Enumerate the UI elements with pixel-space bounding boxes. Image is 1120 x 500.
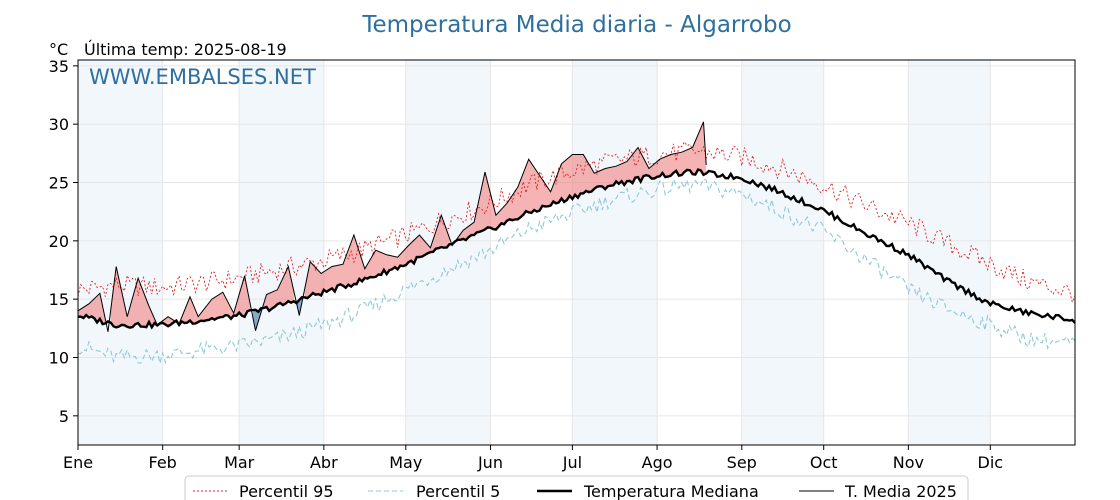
warm-anomaly-area	[457, 121, 707, 241]
x-tick-label: Oct	[810, 453, 838, 472]
last-temp-label: Última temp: 2025-08-19	[84, 40, 287, 59]
watermark: WWW.EMBALSES.NET	[89, 65, 316, 89]
legend-label-temperatura-mediana: Temperatura Mediana	[583, 482, 759, 500]
y-tick-label: 20	[49, 232, 69, 251]
y-tick-label: 10	[49, 349, 69, 368]
warm-anomaly-area	[263, 266, 294, 311]
x-axis-ticks: Ene Feb Mar Abr May Jun Jul Ago Sep Oct Nov Dic	[63, 445, 1003, 472]
y-tick-label: 25	[49, 174, 69, 193]
month-bands	[78, 60, 991, 445]
series-line-temperatura-mediana	[77, 168, 1076, 330]
legend-label-percentil-5: Percentil 5	[416, 482, 500, 500]
x-tick-label: Ago	[642, 453, 673, 472]
series-line-t-media-2025	[77, 121, 707, 332]
month-band-jul	[572, 60, 658, 445]
legend-label-t-media-2025: T. Media 2025	[844, 482, 957, 500]
warm-anomaly-area	[179, 275, 251, 325]
unit-label: °C	[49, 40, 68, 59]
month-band-mar	[239, 60, 324, 445]
y-tick-label: 5	[59, 407, 69, 426]
x-tick-label: Dic	[978, 453, 1004, 472]
warm-anomaly-area	[110, 266, 174, 328]
x-tick-label: Sep	[727, 453, 757, 472]
x-tick-label: Nov	[893, 453, 924, 472]
series-line-percentil-95	[77, 140, 1076, 304]
warm-anomaly-area	[304, 215, 450, 299]
month-band-ene	[78, 60, 163, 445]
legend-label-percentil-95: Percentil 95	[239, 482, 334, 500]
legend-box	[184, 475, 969, 500]
legend: Percentil 95 Percentil 5 Temperatura Media…	[184, 475, 969, 500]
x-tick-label: Jun	[477, 453, 503, 472]
y-axis-ticks: 5 10 15 20 25 30 35	[49, 57, 78, 426]
x-tick-label: Feb	[149, 453, 177, 472]
month-band-nov	[908, 60, 991, 445]
y-tick-label: 30	[49, 115, 69, 134]
series-lines	[77, 121, 1076, 365]
x-tick-label: Jul	[562, 453, 582, 472]
y-tick-label: 35	[49, 57, 69, 76]
plot-frame	[77, 59, 1076, 446]
series-line-percentil-5	[78, 177, 1076, 365]
y-tick-label: 15	[49, 290, 69, 309]
chart-title: Temperatura Media diaria - Algarrobo	[361, 12, 791, 38]
x-tick-label: Ene	[63, 453, 93, 472]
x-tick-label: Mar	[224, 453, 255, 472]
x-tick-label: Abr	[310, 453, 338, 472]
month-band-sep	[741, 60, 824, 445]
x-tick-label: May	[389, 453, 422, 472]
